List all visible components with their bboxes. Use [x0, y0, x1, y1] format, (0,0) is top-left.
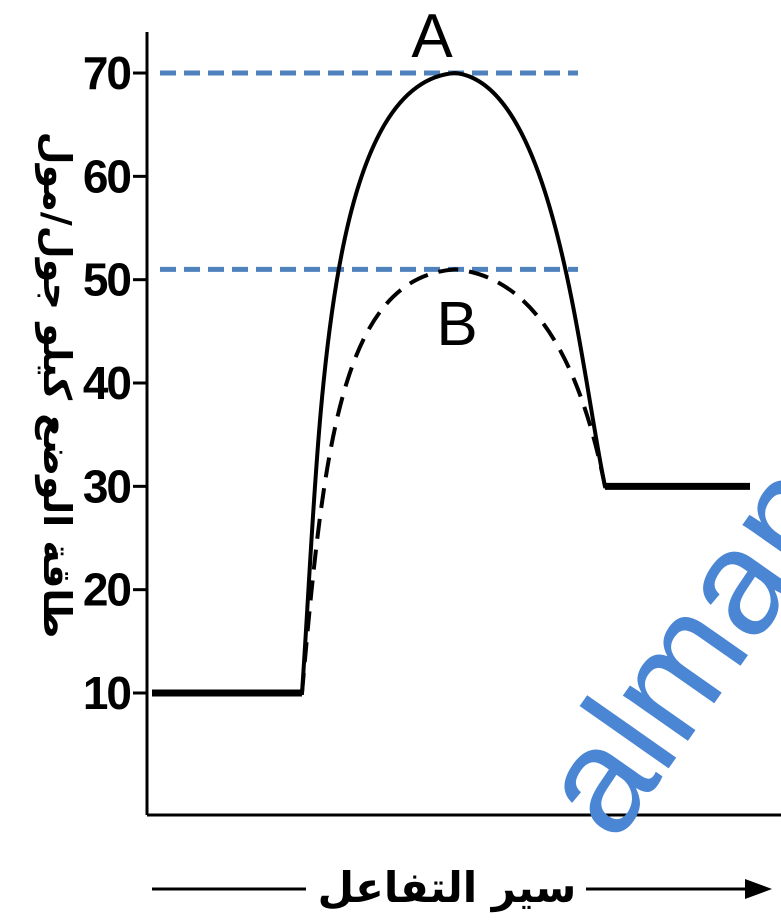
y-tick-label: 70	[83, 47, 131, 99]
arrow-head-icon	[745, 879, 772, 899]
watermark-text: almanahj	[504, 268, 781, 863]
series-label-b: B	[436, 290, 477, 359]
y-tick-label: 40	[83, 357, 131, 409]
series-label-a: A	[411, 2, 453, 71]
y-axis-title: طاقة الوضع كيلو جول/مول	[35, 132, 79, 639]
y-tick-label: 30	[83, 460, 131, 512]
series-b-dashed-curve	[300, 267, 607, 694]
y-tick-label: 50	[83, 254, 131, 306]
curve-group	[152, 71, 750, 697]
series-a-solid-curve	[152, 71, 750, 695]
y-tick-label: 20	[83, 564, 131, 616]
y-tick-group: 10 20 30 40 50 60 70	[83, 47, 147, 719]
watermark: almanahj	[504, 268, 781, 863]
y-tick-label: 10	[83, 667, 131, 719]
y-tick-label: 60	[83, 150, 131, 202]
reference-line-group	[160, 70, 578, 272]
x-axis-title: سير التفاعل	[318, 863, 577, 913]
